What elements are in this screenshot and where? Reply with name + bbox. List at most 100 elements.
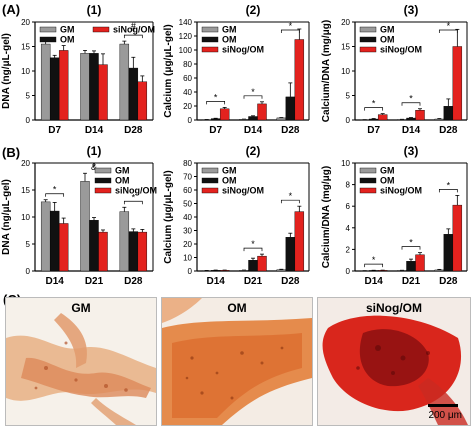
bar-gm-d28 — [119, 43, 130, 121]
x-tick-label: D28 — [124, 276, 143, 287]
legend-swatch-om — [39, 36, 57, 43]
legend-label-gm: GM — [60, 25, 75, 35]
bar-sinog-om-d28 — [294, 211, 305, 272]
significance-mark: # — [131, 21, 136, 31]
legend-label-sinog-om: siNog/OM — [222, 45, 264, 55]
panel-letter-b: (B) — [2, 145, 20, 160]
legend-swatch-om — [201, 36, 219, 43]
bar-gm-d14 — [40, 201, 51, 272]
significance-mark: * — [447, 180, 451, 190]
bar-sinog-om-d28 — [452, 46, 463, 121]
y-tick-label: 80 — [183, 60, 192, 69]
significance-mark: * — [372, 99, 376, 109]
bar-om-d28 — [285, 96, 296, 121]
x-tick-label: D21 — [85, 276, 104, 287]
significance-mark: * — [53, 185, 57, 195]
photo-om: OM — [161, 297, 313, 426]
significance-mark: * — [447, 21, 451, 31]
y-axis-label: DNA (ng/μL-gel) — [1, 33, 12, 109]
significance-bracket — [438, 189, 458, 193]
legend-swatch-sinog-om — [359, 187, 377, 194]
chart-index-label: (1) — [87, 3, 102, 17]
y-tick-label: 0 — [26, 267, 31, 276]
y-tick-label: 20 — [183, 102, 192, 111]
y-tick-label: 5 — [26, 92, 31, 101]
bar-sinog-om-d7 — [377, 114, 388, 121]
y-tick-label: 0 — [188, 267, 193, 276]
x-tick-label: D28 — [439, 125, 458, 136]
legend-swatch-gm — [201, 167, 219, 174]
y-tick-label: 40 — [183, 88, 192, 97]
legend-swatch-sinog-om — [92, 26, 110, 33]
y-axis-label: Calcium/DNA (mg/μg) — [321, 166, 332, 268]
significance-bracket — [401, 102, 421, 106]
legend-label-om: OM — [60, 35, 75, 45]
chart-a-3: (3) 0 5 10 15 20 Calcium/DNA (mg/μg) D7 D14 D28 * *… — [321, 3, 468, 136]
y-tick-label: 50 — [183, 200, 192, 209]
y-tick-label: 100 — [179, 46, 193, 55]
y-tick-label: 20 — [341, 18, 350, 27]
bar-gm-d21 — [80, 181, 90, 272]
significance-bracket — [364, 263, 384, 268]
legend-label-gm: GM — [380, 25, 395, 35]
chart-a-2: (2) 0 20 40 60 80 100 120 140 Calcium (μg/μL-gel)… — [163, 3, 310, 136]
y-axis-label: DNA (ng/μL-gel) — [1, 179, 12, 255]
bar-sinog-om-d28 — [294, 39, 305, 121]
chart-a-1: (1) 0 5 10 15 20 DNA (ng/μL-gel) D7 D14 D28 *# GMOM… — [1, 3, 155, 136]
significance-mark: * — [409, 94, 413, 104]
bar-gm-d28 — [434, 269, 445, 272]
scale-bar — [428, 404, 458, 407]
x-tick-label: D14 — [206, 276, 225, 287]
legend-swatch-sinog-om — [94, 187, 112, 194]
y-tick-label: 20 — [21, 159, 30, 168]
legend-label-gm: GM — [222, 166, 237, 176]
significance-mark: * — [289, 191, 293, 201]
bar-gm-d7 — [40, 43, 51, 121]
bar-om-d28 — [285, 237, 296, 272]
x-tick-label: D7 — [48, 125, 61, 136]
bar-gm-d28 — [434, 118, 445, 121]
bar-om-d7 — [210, 118, 221, 121]
y-tick-label: 10 — [341, 159, 350, 168]
bar-om-d14 — [89, 53, 99, 121]
y-tick-label: 20 — [183, 240, 192, 249]
y-tick-label: 10 — [341, 67, 350, 76]
y-tick-label: 80 — [183, 159, 192, 168]
bar-gm-d28 — [276, 117, 287, 121]
bar-sinog-om-d14 — [98, 64, 108, 121]
significance-bracket — [401, 246, 421, 250]
bar-sinog-om-d28 — [137, 81, 148, 121]
legend-label-om: OM — [380, 176, 395, 186]
bar-sinog-om-d14 — [257, 103, 267, 121]
y-tick-label: 15 — [341, 43, 350, 52]
photo-label-gm: GM — [71, 301, 91, 315]
significance-mark: * — [214, 92, 218, 102]
significance-mark: * — [251, 87, 255, 97]
legend-swatch-gm — [39, 26, 57, 33]
x-tick-label: D14 — [85, 125, 104, 136]
y-tick-label: 70 — [183, 173, 192, 182]
legend-label-gm: GM — [115, 166, 130, 176]
y-tick-label: 140 — [179, 18, 193, 27]
bar-gm-d28 — [276, 269, 287, 272]
significance-bracket — [243, 95, 263, 99]
bar-om-d7 — [368, 118, 379, 121]
y-tick-label: 30 — [183, 227, 192, 236]
chart-index-label: (1) — [87, 144, 102, 158]
photo-sinog-om: siNog/OM 200 μm — [317, 297, 471, 426]
chart-b-2: (2) 0 10 20 30 40 50 60 70 80 Calcium (μg/μL-gel) D… — [163, 144, 310, 287]
legend-label-sinog-om: siNog/OM — [222, 186, 264, 196]
y-tick-label: 40 — [183, 213, 192, 222]
bar-sinog-om-d7 — [58, 50, 69, 121]
x-tick-label: D7 — [367, 125, 380, 136]
y-tick-label: 0 — [188, 116, 193, 125]
legend-swatch-gm — [201, 26, 219, 33]
significance-mark: * — [289, 21, 293, 31]
bar-sinog-om-d28 — [452, 204, 463, 272]
chart-index-label: (3) — [404, 144, 419, 158]
y-tick-label: 2 — [346, 245, 351, 254]
bar-sinog-om-d21 — [257, 255, 267, 272]
x-tick-label: D28 — [439, 276, 458, 287]
legend-swatch-gm — [359, 167, 377, 174]
significance-mark: * — [92, 162, 96, 172]
